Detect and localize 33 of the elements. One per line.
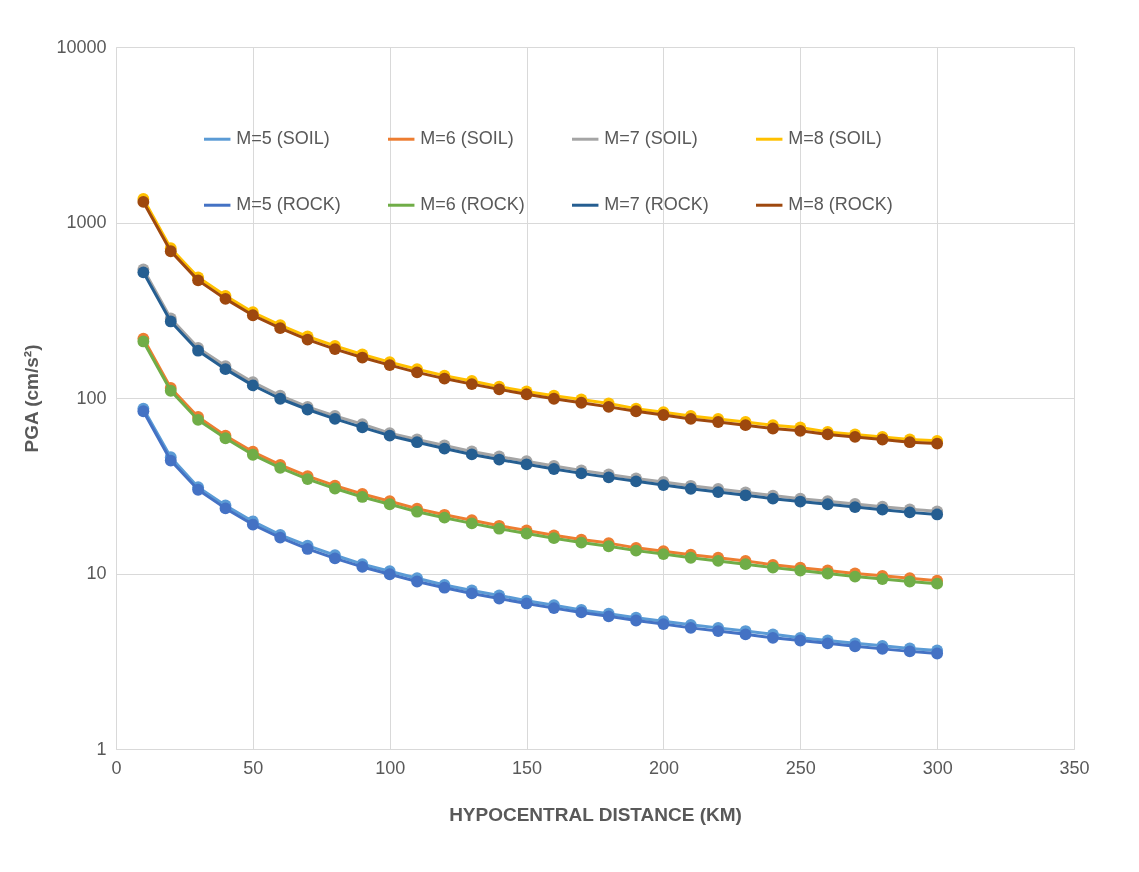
y-tick-label: 10000 [56, 36, 107, 57]
x-tick-label: 50 [243, 757, 264, 778]
x-tick-label: 200 [648, 757, 679, 778]
x-tick-label: 0 [111, 757, 122, 778]
legend-label: M=7 (ROCK) [604, 194, 709, 215]
point [301, 473, 314, 486]
point [301, 543, 314, 555]
point [739, 419, 752, 432]
x-tick-label: 250 [785, 757, 816, 778]
y-tick-label: 1000 [66, 212, 107, 232]
y-tick-label: 10 [86, 563, 107, 583]
point [712, 625, 725, 637]
legend-label: M=6 (ROCK) [420, 194, 525, 215]
legend-label: M=8 (SOIL) [788, 128, 882, 149]
y-tick-label: 100 [76, 387, 107, 408]
point [876, 573, 889, 585]
legend-label: M=7 (SOIL) [604, 128, 698, 149]
x-tick-label: 350 [1059, 757, 1090, 778]
legend-label: M=5 (SOIL) [236, 128, 330, 149]
x-tick-label: 150 [512, 757, 543, 778]
point [219, 363, 232, 376]
legend-label: M=6 (SOIL) [420, 128, 514, 149]
x-tick-label: 100 [375, 757, 406, 778]
legend-label: M=5 (ROCK) [236, 194, 341, 215]
x-tick-label: 300 [922, 757, 953, 778]
y-tick-label: 1 [96, 738, 107, 759]
point [739, 558, 752, 571]
point [465, 378, 478, 391]
x-axis-title: HYPOCENTRAL DISTANCE (KM) [449, 803, 742, 825]
legend-label: M=8 (ROCK) [788, 194, 893, 215]
point [219, 293, 232, 305]
y-axis-title: PGA (cm/s²) [21, 344, 43, 453]
point [739, 628, 752, 641]
